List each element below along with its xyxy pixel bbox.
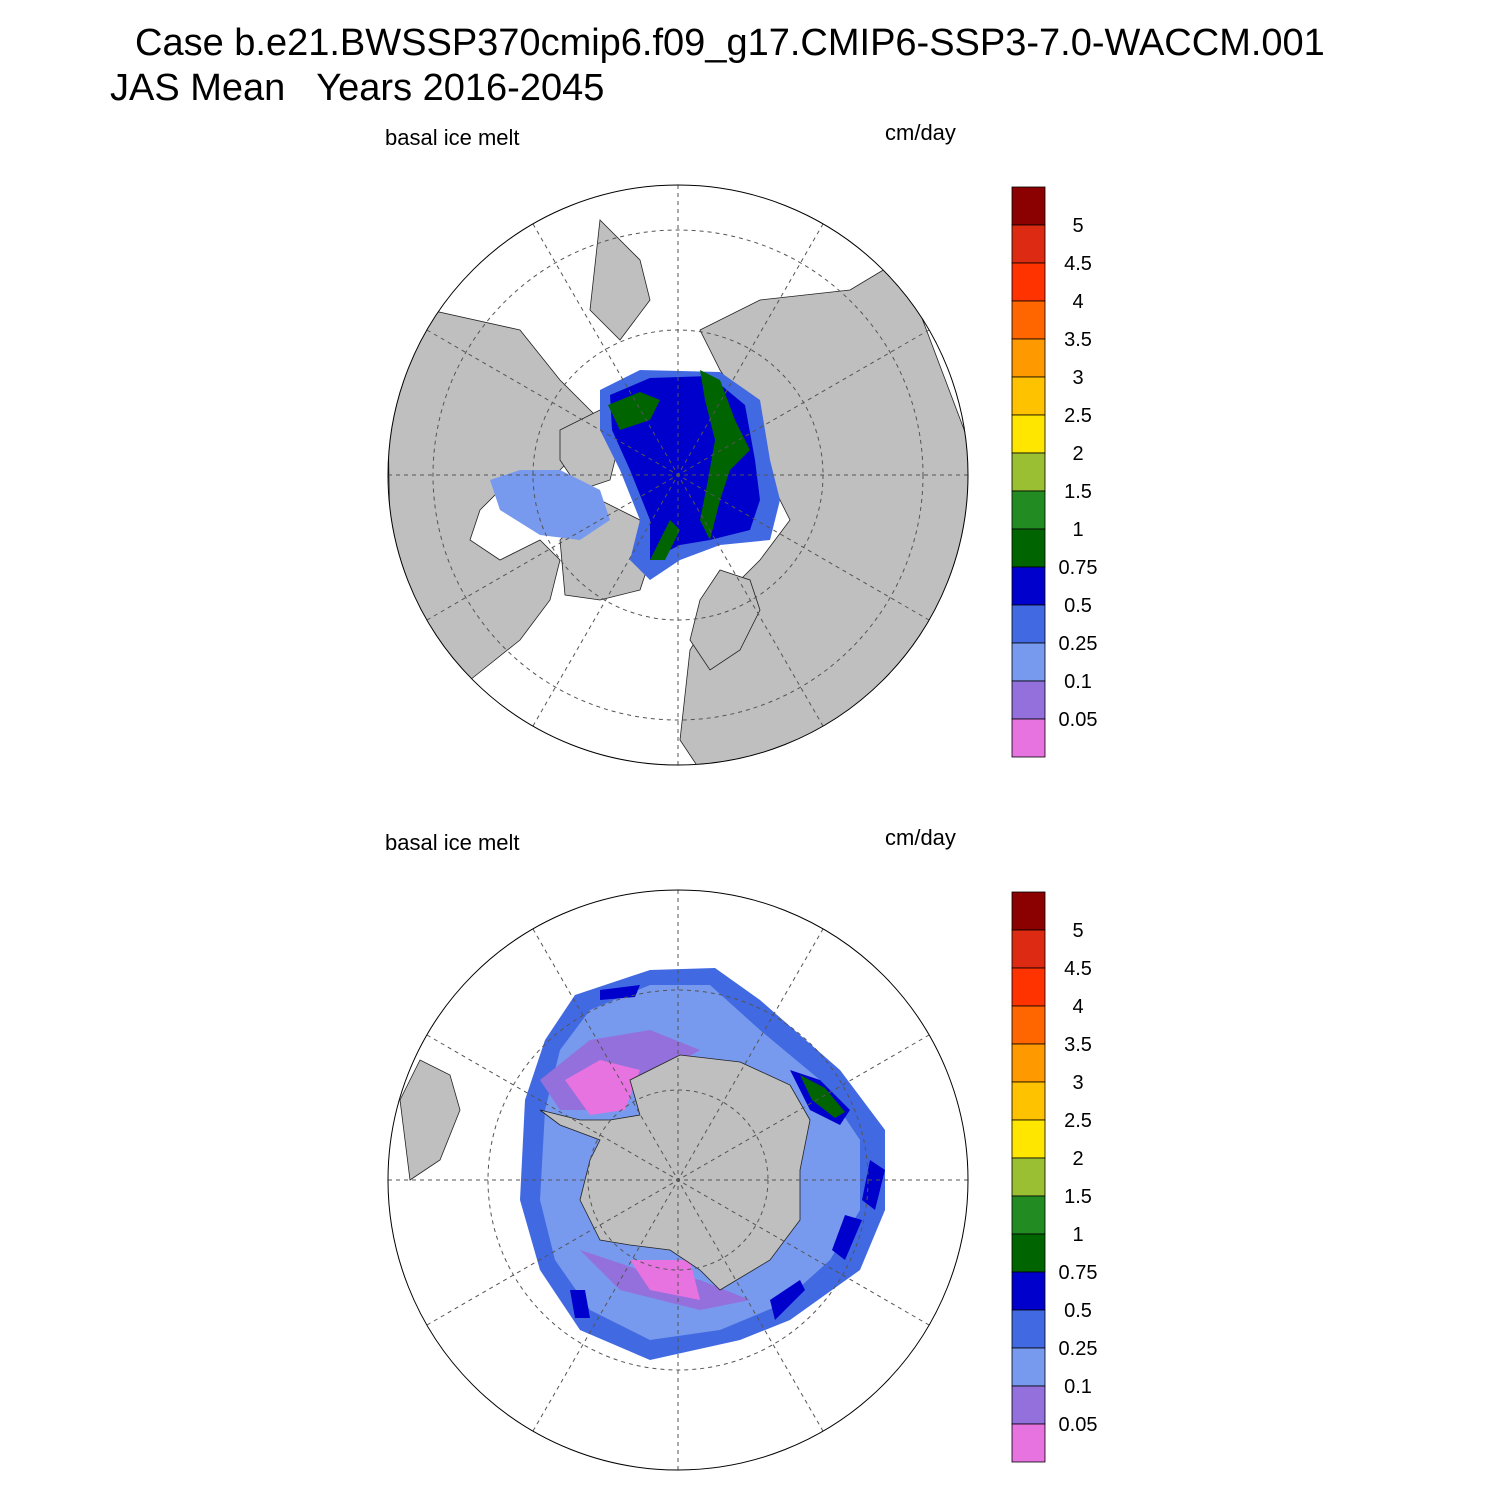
colorbar-box [1011, 929, 1046, 969]
colorbar-label: 2.5 [1064, 405, 1092, 427]
ice-contour [600, 985, 640, 1000]
land [539, 1054, 811, 1291]
colorbar-box [1011, 1195, 1046, 1235]
colorbar-box [1011, 1423, 1046, 1463]
arctic-panel: basal ice melt cm/day 5 4.5 4 3.5 3 2.5 2 1.5 1 0… [385, 120, 1098, 766]
colorbar-box [1011, 490, 1046, 530]
colorbar-box [1011, 186, 1046, 226]
colorbar-label: 0.75 [1059, 557, 1098, 579]
colorbar-box [1011, 1309, 1046, 1349]
colorbar-box [1011, 1081, 1046, 1121]
colorbar-label: 0.5 [1064, 1300, 1092, 1322]
colorbar-box [1011, 338, 1046, 378]
land [388, 309, 601, 681]
colorbar: 5 4.5 4 3.5 3 2.5 2 1.5 1 0.75 0.5 0.25 0.1 0.05 [1011, 891, 1098, 1463]
panel-label: basal ice melt [385, 830, 520, 855]
land [589, 219, 651, 341]
colorbar-box [1011, 376, 1046, 416]
colorbar-label: 5 [1072, 920, 1083, 942]
ice-contour [570, 1290, 590, 1318]
colorbar-box [1011, 967, 1046, 1007]
colorbar-label: 0.05 [1059, 1414, 1098, 1436]
colorbar-label: 1 [1072, 519, 1083, 541]
colorbar-label: 0.75 [1059, 1262, 1098, 1284]
colorbar-box [1011, 414, 1046, 454]
colorbar-label: 5 [1072, 215, 1083, 237]
colorbar-label: 4 [1072, 291, 1083, 313]
colorbar-box [1011, 224, 1046, 264]
antarctic-panel: basal ice melt cm/day 5 4.5 4 3.5 3 [385, 825, 1098, 1471]
panel-units: cm/day [885, 120, 956, 145]
colorbar-label: 0.5 [1064, 595, 1092, 617]
colorbar-label: 3 [1072, 1072, 1083, 1094]
colorbar-label: 0.1 [1064, 671, 1092, 693]
colorbar-label: 0.25 [1059, 1338, 1098, 1360]
colorbar-label: 0.25 [1059, 633, 1098, 655]
colorbar-label: 0.05 [1059, 709, 1098, 731]
colorbar-label: 3.5 [1064, 1034, 1092, 1056]
colorbar-box [1011, 262, 1046, 302]
map-border [387, 184, 969, 766]
colorbar-box [1011, 642, 1046, 682]
ice-contour [565, 1060, 640, 1115]
colorbar-box [1011, 528, 1046, 568]
longitude-lines [388, 185, 968, 765]
colorbar-label: 0.1 [1064, 1376, 1092, 1398]
colorbar-label: 1.5 [1064, 1186, 1092, 1208]
colorbar-label: 2 [1072, 443, 1083, 465]
colorbar-box [1011, 1157, 1046, 1197]
colorbar-label: 3 [1072, 367, 1083, 389]
graticule [388, 185, 968, 765]
colorbar-box [1011, 566, 1046, 606]
colorbar-box [1011, 452, 1046, 492]
colorbar-label: 4.5 [1064, 958, 1092, 980]
ice-field [490, 370, 780, 580]
colorbar: 5 4.5 4 3.5 3 2.5 2 1.5 1 0.75 0.5 0.25 0.1 0.05 [1011, 186, 1098, 758]
colorbar-box [1011, 1233, 1046, 1273]
colorbar-box [1011, 718, 1046, 758]
colorbar-box [1011, 604, 1046, 644]
colorbar-box [1011, 891, 1046, 931]
land [399, 1059, 461, 1181]
colorbar-label: 3.5 [1064, 329, 1092, 351]
colorbar-label: 1 [1072, 1224, 1083, 1246]
map-border [387, 889, 969, 1471]
ice-contour [650, 520, 680, 560]
ice-contour [700, 370, 750, 540]
panel-label: basal ice melt [385, 125, 520, 150]
colorbar-box [1011, 1385, 1046, 1425]
ice-contour [490, 470, 610, 540]
ice-field [399, 968, 885, 1360]
land [689, 569, 761, 671]
colorbar-label: 1.5 [1064, 481, 1092, 503]
panel-units: cm/day [885, 825, 956, 850]
colorbar-label: 4.5 [1064, 253, 1092, 275]
figure-title: Case b.e21.BWSSP370cmip6.f09_g17.CMIP6-S… [135, 22, 1325, 64]
colorbar-box [1011, 1005, 1046, 1045]
figure-subtitle: JAS Mean Years 2016-2045 [110, 67, 604, 109]
graticule [388, 890, 968, 1470]
colorbar-box [1011, 1347, 1046, 1387]
latitude-line [432, 229, 924, 721]
colorbar-label: 2 [1072, 1148, 1083, 1170]
colorbar-box [1011, 1043, 1046, 1083]
colorbar-box [1011, 1119, 1046, 1159]
colorbar-box [1011, 680, 1046, 720]
ice-contour [770, 1280, 805, 1320]
longitude-lines [388, 890, 968, 1470]
colorbar-box [1011, 1271, 1046, 1311]
colorbar-label: 4 [1072, 996, 1083, 1018]
colorbar-label: 2.5 [1064, 1110, 1092, 1132]
colorbar-box [1011, 300, 1046, 340]
ice-contour [832, 1215, 862, 1260]
